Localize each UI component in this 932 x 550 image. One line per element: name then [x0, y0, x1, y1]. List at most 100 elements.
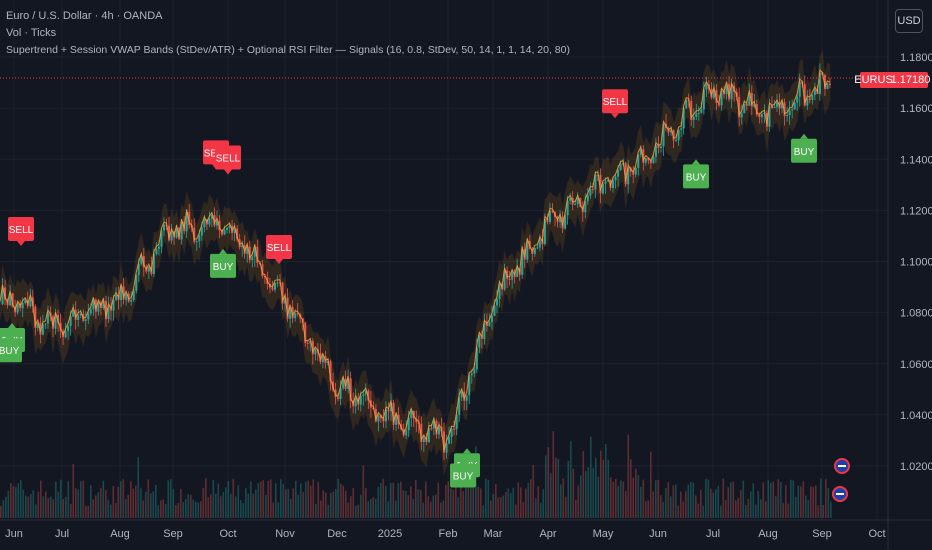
candle-body — [818, 72, 821, 95]
candle-body — [31, 297, 34, 307]
volume-bar — [637, 475, 640, 518]
candle-body — [155, 248, 158, 255]
volume-bar — [747, 498, 750, 518]
volume-bar — [640, 486, 642, 518]
volume-bar — [817, 505, 820, 518]
volume-bar — [355, 505, 357, 518]
volume-bar — [572, 468, 575, 518]
candle-body — [559, 216, 562, 223]
x-tick-label: Sep — [812, 528, 832, 540]
volume-bar — [25, 495, 27, 518]
volume-bar — [140, 488, 142, 518]
volume-bar — [275, 483, 277, 518]
volume-bar — [427, 496, 430, 518]
volume-bar — [227, 481, 230, 518]
signal-buy[interactable]: BUY — [210, 248, 236, 278]
volume-bar — [547, 447, 550, 518]
volume-bar — [155, 484, 157, 518]
signal-buy[interactable]: BUY — [683, 159, 709, 189]
candle-body — [34, 306, 37, 328]
signal-sell[interactable]: SELL — [266, 234, 292, 264]
volume-bar — [67, 481, 70, 518]
signal-sell[interactable]: SELL — [8, 217, 34, 247]
volume-bar — [405, 490, 407, 518]
volume-bar — [387, 501, 390, 518]
volume-bar — [162, 499, 165, 518]
candle-body — [271, 287, 274, 290]
candle-body — [478, 334, 481, 348]
candle-body — [644, 158, 647, 163]
candle-body — [294, 313, 297, 319]
signal-sell[interactable]: SELL — [215, 145, 241, 175]
candle-body — [395, 414, 398, 425]
signal-buy[interactable]: BUY — [0, 333, 22, 363]
candle-body — [677, 129, 680, 141]
event-flag-icon[interactable] — [834, 458, 850, 474]
candle-body — [397, 414, 400, 425]
candle-body — [147, 266, 150, 272]
volume-bar — [182, 502, 185, 518]
y-tick-label: 1.18000 — [900, 52, 932, 64]
volume-bar — [327, 504, 330, 518]
volume-bar — [52, 499, 55, 518]
candle-body — [546, 218, 549, 222]
candle-body — [717, 103, 720, 106]
currency-button[interactable]: USD — [895, 9, 923, 33]
candle-body — [448, 436, 451, 444]
indicator-legend[interactable]: Supertrend + Session VWAP Bands (StDev/A… — [6, 44, 570, 56]
candle-body — [654, 145, 657, 157]
candle-body — [359, 396, 362, 405]
candle-body — [321, 356, 324, 363]
volume-legend[interactable]: Vol · Ticks — [6, 27, 57, 39]
x-tick-label: Oct — [219, 528, 236, 540]
event-flag-icon[interactable] — [832, 486, 848, 502]
candle-body — [561, 216, 564, 229]
candle-body — [157, 246, 160, 249]
signal-sell[interactable]: SELL — [602, 89, 628, 119]
volume-bar — [467, 479, 470, 518]
volume-bar — [760, 499, 762, 518]
candle-body — [680, 128, 683, 130]
candle-body — [273, 282, 276, 290]
candle-body — [102, 300, 105, 309]
volume-bar — [195, 501, 197, 518]
volume-bar — [505, 491, 507, 518]
volume-bar — [660, 495, 662, 518]
signal-buy[interactable]: BUY — [450, 458, 476, 488]
volume-bar — [717, 485, 720, 518]
candle-body — [685, 100, 688, 109]
volume-bar — [790, 479, 792, 518]
volume-bar — [410, 486, 412, 518]
candle-body — [215, 220, 218, 226]
signal-buy[interactable]: BUY — [791, 133, 817, 163]
volume-bar — [7, 490, 10, 518]
symbol-title[interactable]: Euro / U.S. Dollar · 4h · OANDA — [6, 10, 163, 22]
candle-body — [410, 411, 413, 418]
candle-body — [579, 197, 582, 207]
volume-bar — [627, 434, 630, 518]
volume-bar — [702, 505, 705, 518]
candle-body — [765, 112, 768, 127]
volume-bar — [312, 479, 315, 518]
candle-body — [364, 390, 367, 395]
candle-body — [639, 149, 642, 155]
volume-bar — [685, 491, 687, 518]
volume-bar — [697, 503, 700, 518]
volume-bar — [32, 490, 35, 518]
volume-bar — [245, 488, 247, 518]
volume-bar — [710, 488, 712, 518]
volume-bar — [152, 491, 155, 518]
volume-bar — [562, 478, 565, 518]
signal-label: SELL — [9, 225, 34, 236]
volume-bar — [607, 459, 610, 518]
candle-body — [89, 309, 92, 314]
candle-body — [24, 300, 27, 304]
volume-bar — [412, 498, 415, 518]
volume-bar — [442, 500, 445, 518]
volume-bar — [342, 485, 345, 518]
volume-bar — [205, 478, 207, 518]
candle-body — [508, 278, 511, 280]
volume-bar — [555, 457, 557, 518]
candle-body — [697, 112, 700, 114]
